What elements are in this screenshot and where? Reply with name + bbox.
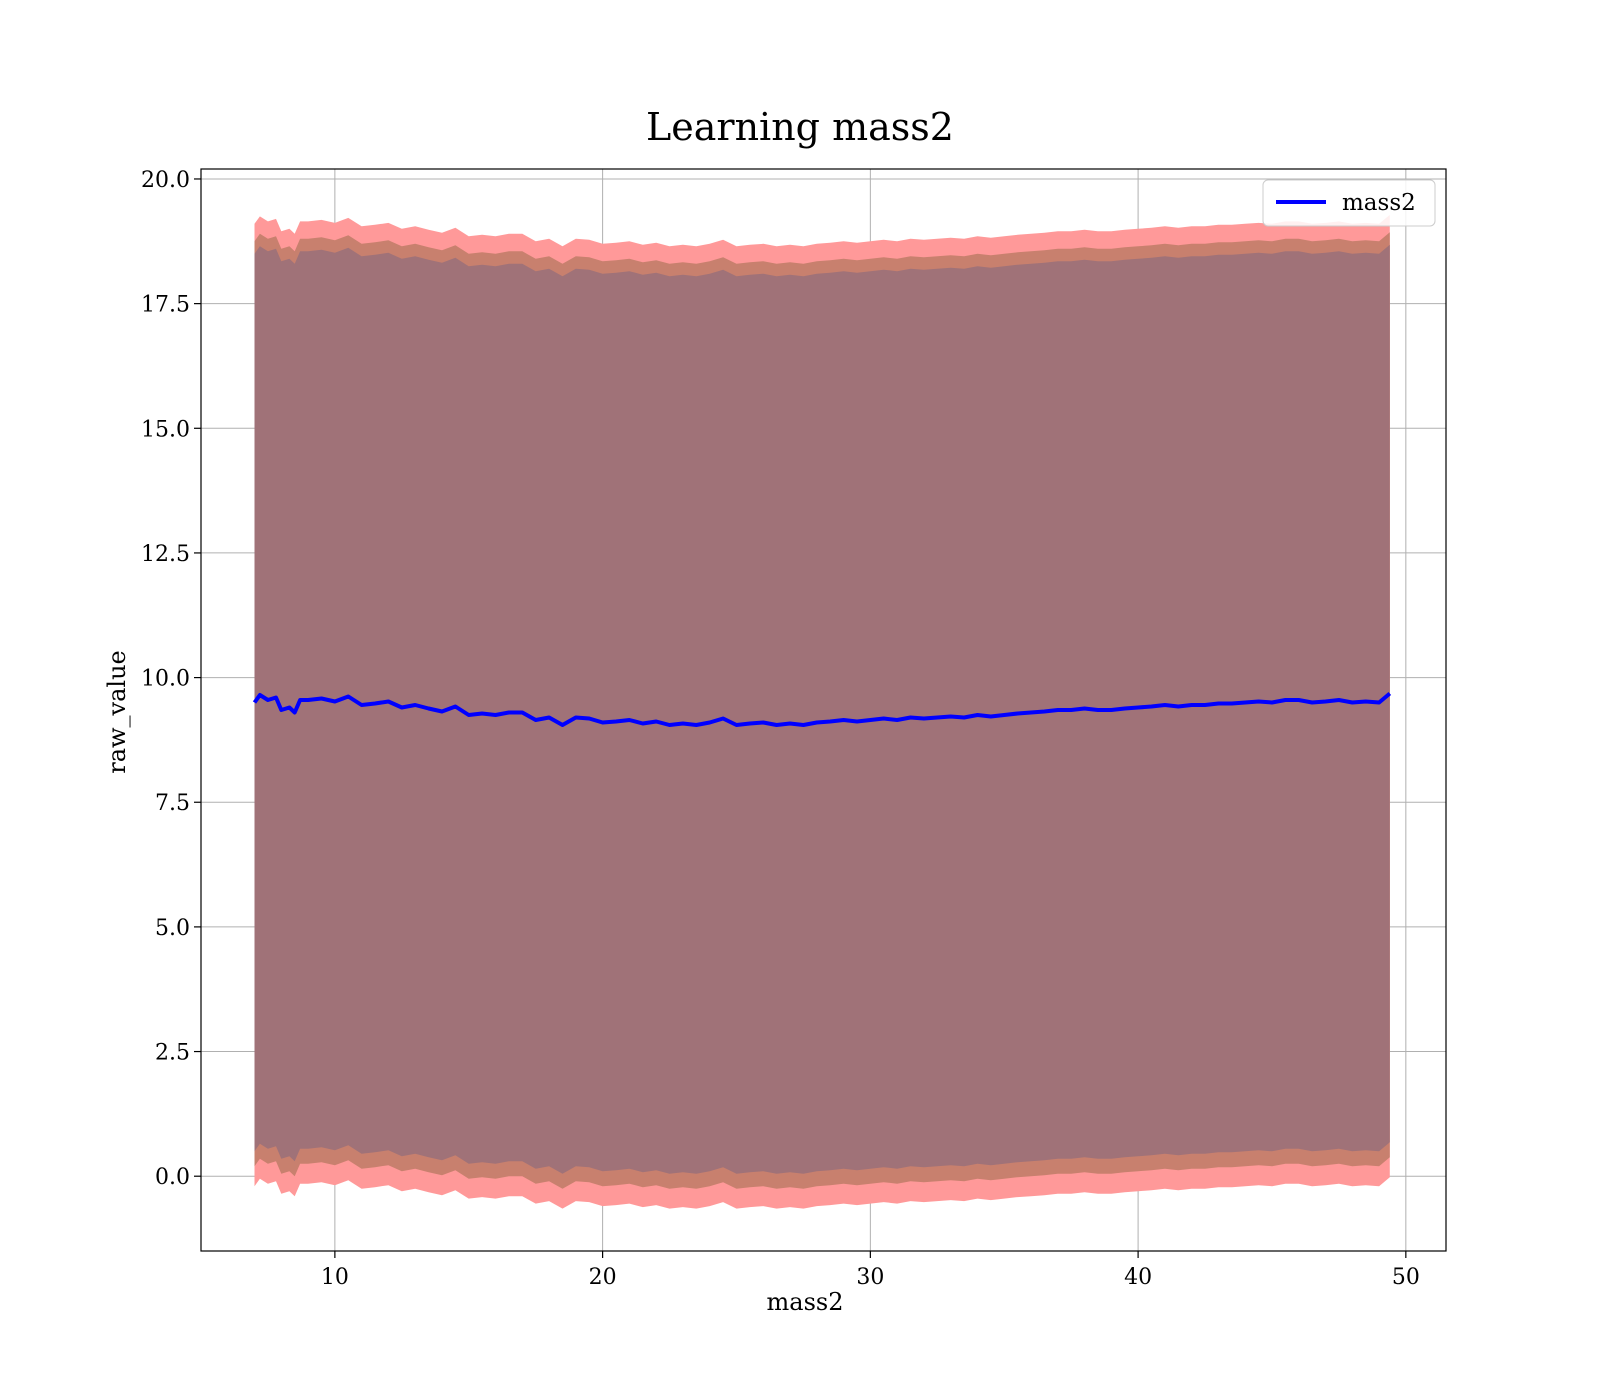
plot-frame — [200, 168, 1447, 1252]
y-tick-label: 0.0 — [155, 1165, 190, 1190]
legend: mass2 — [1262, 179, 1436, 227]
x-tick-label: 20 — [589, 1265, 617, 1290]
legend-box — [1262, 179, 1436, 227]
y-axis-ticks: 0.0 2.5 5.0 7.5 10.0 12.5 15.0 17.5 20.0 — [141, 168, 201, 1190]
y-tick-label: 17.5 — [141, 293, 190, 318]
y-tick-label: 12.5 — [141, 542, 190, 567]
y-tick-label: 15.0 — [141, 417, 190, 442]
chart-title: Learning mass2 — [646, 105, 954, 149]
band-inner — [254, 244, 1390, 1174]
y-tick-label: 5.0 — [155, 916, 190, 941]
x-tick-label: 10 — [321, 1265, 349, 1290]
x-axis-label: mass2 — [767, 1288, 844, 1316]
y-tick-label: 20.0 — [141, 168, 190, 193]
y-tick-label: 7.5 — [155, 791, 190, 816]
x-tick-label: 40 — [1124, 1265, 1152, 1290]
x-tick-label: 30 — [856, 1265, 884, 1290]
x-axis-ticks: 10 20 30 40 50 — [321, 1251, 1420, 1290]
series-lines — [252, 691, 1392, 727]
x-tick-label: 50 — [1392, 1265, 1420, 1290]
series-line-mass2 — [252, 691, 1392, 727]
legend-label-mass2: mass2 — [1342, 190, 1416, 216]
y-tick-label: 2.5 — [155, 1041, 190, 1066]
y-tick-label: 10.0 — [141, 667, 190, 692]
y-axis-label: raw_value — [103, 650, 131, 774]
confidence-bands — [254, 214, 1390, 1209]
